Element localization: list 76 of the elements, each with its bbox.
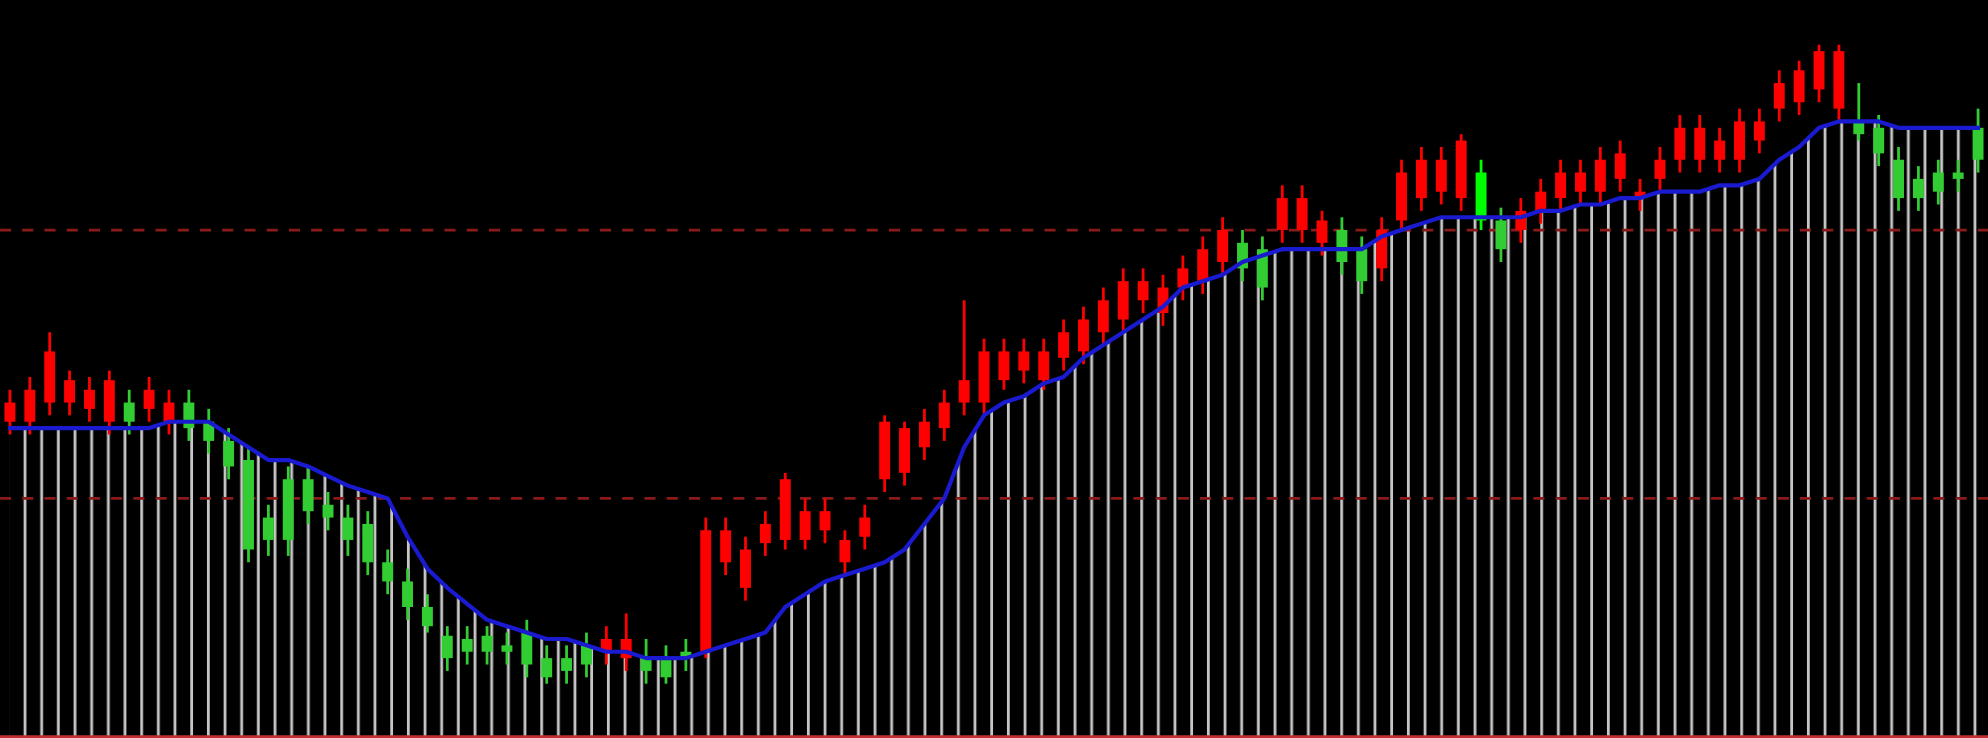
candlestick [899,420,911,487]
candlestick [501,631,513,666]
candlestick [322,490,334,532]
candlestick [740,535,751,603]
candlestick [1077,305,1089,366]
candlestick [342,503,354,558]
candlestick [1495,206,1507,264]
candlestick [1018,337,1030,385]
candlestick [1893,145,1905,213]
candlestick [958,298,970,417]
candlestick [1793,59,1805,117]
candlestick [580,631,592,679]
candlestick [421,592,433,634]
candlestick [1177,254,1189,302]
candlestick [103,369,115,436]
candlestick [918,407,930,462]
candlestick [541,643,553,686]
candlestick [720,516,732,577]
candlestick [223,426,235,481]
candlestick [1117,266,1129,334]
candlestick [1952,158,1964,194]
candlestick [1535,177,1547,226]
candlestick [1734,107,1745,174]
candlestick [441,624,453,673]
candlestick [1276,183,1288,245]
candlestick [123,388,135,436]
candlestick [83,375,95,424]
candlestick [1555,158,1567,213]
candlestick [998,337,1010,392]
candlestick [1058,318,1070,372]
candlestick [1753,107,1765,155]
candlestick [24,375,36,436]
candlestick [1614,139,1626,194]
candlestick [938,388,950,443]
candlestick [1316,209,1328,257]
candlestick [262,503,274,558]
candlestick [382,548,394,596]
candlestick [1813,43,1825,104]
candlestick [1912,164,1924,213]
candlestick [1873,113,1885,168]
candlestick [1654,145,1666,194]
candlestick [1197,235,1209,296]
candlestick [799,497,811,551]
candlestick [839,528,851,577]
candlestick [1217,215,1229,277]
candlestick [1773,68,1785,123]
candlestick [1972,107,1984,174]
candlestick [402,567,414,622]
candlestick [481,624,493,666]
candlestick [561,643,573,686]
candlestick [1097,286,1109,347]
candlestick [1594,145,1606,206]
candlestick [302,465,314,526]
candlestick [143,375,155,424]
candlestick [1574,158,1586,206]
candlestick [1435,145,1447,206]
candlestick [1296,183,1308,245]
candlestick [1475,158,1487,232]
candlestick [4,388,16,436]
candlestick [362,509,374,577]
candlestick [521,618,533,679]
candlestick [1415,145,1427,213]
candlestick [1137,266,1149,315]
candlestick [1038,337,1050,392]
candlestick [1674,113,1686,174]
candlestick [819,497,831,545]
candlestick [859,503,871,551]
candlestick [64,369,76,417]
candlestick [1356,235,1368,296]
candlestick [1694,113,1706,174]
candlestick [1932,158,1944,206]
candlestick [1256,235,1268,302]
candlestick [1714,126,1726,174]
candlestick [461,624,473,666]
candlestick [1396,158,1408,232]
candlestick [759,509,771,558]
